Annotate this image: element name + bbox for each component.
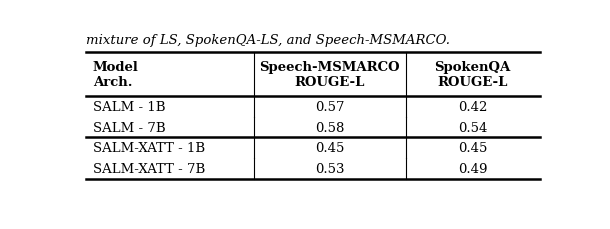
Text: 0.53: 0.53: [315, 163, 345, 176]
Text: SALM - 1B: SALM - 1B: [93, 100, 165, 113]
Text: SALM-XATT - 7B: SALM-XATT - 7B: [93, 163, 205, 176]
Text: 0.45: 0.45: [458, 142, 487, 155]
Text: SALM - 7B: SALM - 7B: [93, 121, 165, 134]
Text: 0.58: 0.58: [315, 121, 344, 134]
Text: 0.57: 0.57: [315, 100, 345, 113]
Text: 0.42: 0.42: [458, 100, 487, 113]
Text: SpokenQA
ROUGE-L: SpokenQA ROUGE-L: [434, 60, 511, 89]
Text: 0.45: 0.45: [315, 142, 344, 155]
Text: SALM-XATT - 1B: SALM-XATT - 1B: [93, 142, 205, 155]
Text: Speech-MSMARCO
ROUGE-L: Speech-MSMARCO ROUGE-L: [259, 60, 400, 89]
Text: mixture of LS, SpokenQA-LS, and Speech-MSMARCO.: mixture of LS, SpokenQA-LS, and Speech-M…: [85, 34, 450, 46]
Text: 0.49: 0.49: [458, 163, 487, 176]
Text: 0.54: 0.54: [458, 121, 487, 134]
Text: Model
Arch.: Model Arch.: [93, 60, 138, 89]
